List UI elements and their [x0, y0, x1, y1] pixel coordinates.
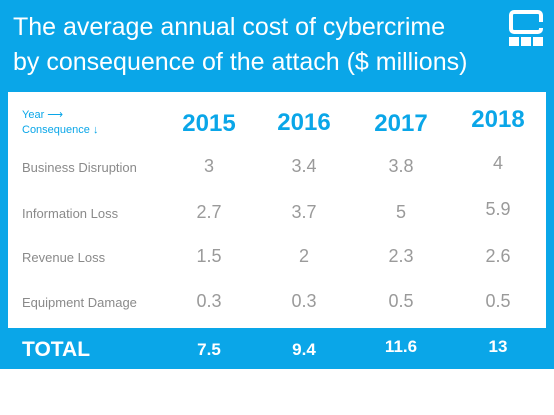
row-label: Information Loss: [22, 206, 119, 221]
table-cell: 3.4: [291, 156, 317, 176]
table-cell: 5: [395, 202, 406, 222]
column-header-2017: 2017: [374, 110, 428, 137]
brand-logo-icon: [509, 10, 544, 46]
column-header-2016: 2016: [277, 109, 331, 136]
row-label: Business Disruption: [22, 160, 137, 175]
table-cell: 0.3: [196, 291, 222, 311]
data-table: Year ⟶ Consequence ↓ 2015 2016 2017 2018 Bus…: [8, 92, 546, 328]
table-corner-label: Year ⟶ Consequence ↓: [22, 108, 98, 138]
table-cell: 3: [203, 156, 214, 176]
consequence-axis-label: Consequence ↓: [22, 124, 99, 136]
table-cell: 0.5: [388, 291, 414, 311]
total-value: 13: [488, 337, 508, 356]
table-cell: 4: [492, 153, 503, 173]
chart-title: The average annual cost of cybercrime by…: [13, 10, 483, 80]
row-label: Equipment Damage: [22, 295, 137, 310]
column-header-2015: 2015: [182, 110, 236, 137]
table-cell: 2.3: [388, 246, 414, 266]
title-line-2: by consequence of the attach ($ millions…: [13, 48, 468, 76]
row-label: Revenue Loss: [22, 250, 106, 265]
header: The average annual cost of cybercrime by…: [0, 0, 554, 92]
table-cell: 2.7: [196, 202, 222, 222]
table-cell: 1.5: [196, 246, 222, 266]
table-cell: 3.7: [291, 202, 317, 222]
chart-card: The average annual cost of cybercrime by…: [0, 0, 554, 369]
table-cell: 3.8: [388, 156, 414, 176]
total-value: 7.5: [197, 340, 221, 359]
table-cell: 2.6: [485, 246, 511, 266]
table-cell: 0.5: [485, 291, 511, 311]
column-header-2018: 2018: [471, 106, 525, 133]
total-value: 9.4: [292, 340, 316, 359]
total-label: TOTAL: [22, 338, 91, 361]
table-cell: 0.3: [291, 291, 317, 311]
year-axis-label: Year ⟶: [22, 109, 64, 121]
table-cell: 2: [298, 246, 309, 266]
title-line-1: The average annual cost of cybercrime: [13, 13, 446, 41]
table-cell: 5.9: [485, 199, 511, 219]
total-value: 11.6: [384, 337, 418, 356]
